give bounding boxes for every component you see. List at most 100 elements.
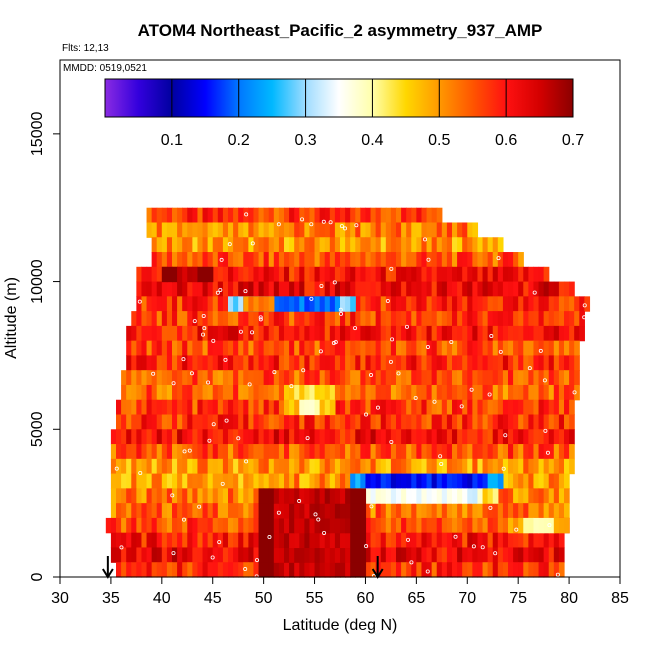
heatmap-cell <box>187 311 193 327</box>
heatmap-cell <box>497 503 504 519</box>
heatmap-cell <box>248 384 255 401</box>
heatmap-cell <box>253 429 260 445</box>
heatmap-cell <box>441 473 448 489</box>
heatmap-cell <box>518 517 524 534</box>
heatmap-cell <box>238 488 244 504</box>
heatmap-cell <box>197 384 204 401</box>
heatmap-cell <box>324 517 331 534</box>
heatmap-cell <box>284 311 290 327</box>
heatmap-cell <box>487 296 494 312</box>
heatmap-cell <box>406 414 412 430</box>
heatmap-cell <box>126 444 132 460</box>
heatmap-cell <box>156 488 163 504</box>
heatmap-cell <box>452 503 458 519</box>
heatmap-cell <box>462 296 468 312</box>
heatmap-cell <box>401 325 407 342</box>
heatmap-cell <box>304 414 311 430</box>
heatmap-cell <box>172 429 178 445</box>
heatmap-cell <box>263 237 270 253</box>
heatmap-cell <box>141 517 148 534</box>
heatmap-cell <box>294 340 300 357</box>
heatmap-cell <box>217 384 224 401</box>
heatmap-cell <box>497 237 504 253</box>
heatmap-cell <box>141 488 148 504</box>
heatmap-cell <box>314 296 321 312</box>
heatmap-cell <box>502 414 509 430</box>
heatmap-cell <box>329 562 336 578</box>
heatmap-cell <box>207 340 214 357</box>
heatmap-cell <box>365 325 372 342</box>
heatmap-cell <box>355 488 361 504</box>
sample-point <box>487 392 492 397</box>
heatmap-cell <box>299 266 305 283</box>
heatmap-cell <box>304 370 311 386</box>
sample-point <box>353 326 358 331</box>
heatmap-cell <box>452 340 458 357</box>
heatmap-cell <box>253 325 260 342</box>
heatmap-cell <box>396 384 402 401</box>
heatmap-cell <box>533 384 540 401</box>
x-tick-label: 85 <box>611 590 629 607</box>
heatmap-cell <box>172 266 178 283</box>
heatmap-cell <box>151 207 158 224</box>
heatmap-cell <box>177 340 183 357</box>
heatmap-cell <box>151 222 158 238</box>
heatmap-cell <box>452 296 458 312</box>
heatmap-cell <box>355 384 361 401</box>
heatmap-cell <box>370 207 377 224</box>
heatmap-cell <box>401 429 407 445</box>
sample-point <box>503 433 508 438</box>
heatmap-cell <box>182 340 188 357</box>
heatmap-cell <box>177 384 183 401</box>
heatmap-cell <box>446 266 453 283</box>
x-tick-label: 40 <box>153 590 171 607</box>
heatmap-cell <box>131 458 137 475</box>
heatmap-cell <box>355 547 361 563</box>
heatmap-cell <box>467 281 473 297</box>
heatmap-cell <box>416 444 423 460</box>
heatmap-cell <box>233 414 239 430</box>
heatmap-cell <box>558 517 565 534</box>
sample-point <box>319 283 324 288</box>
heatmap-cell <box>528 517 535 534</box>
heatmap-cell <box>324 547 331 563</box>
heatmap-cell <box>472 325 479 342</box>
heatmap-cell <box>324 503 331 519</box>
heatmap-cell <box>436 281 443 297</box>
sample-point <box>371 574 376 579</box>
heatmap-cell <box>345 266 351 283</box>
heatmap-cell <box>457 444 463 460</box>
heatmap-cell <box>406 429 412 445</box>
heatmap-cell <box>370 384 377 401</box>
heatmap-cell <box>477 473 484 489</box>
heatmap-cell <box>375 399 382 416</box>
heatmap-cell <box>319 488 326 504</box>
heatmap-cell <box>446 414 453 430</box>
heatmap-cell <box>564 517 570 534</box>
heatmap-cell <box>217 488 224 504</box>
heatmap-cell <box>390 473 397 489</box>
heatmap-cell <box>380 562 387 578</box>
heatmap-cell <box>182 281 188 297</box>
heatmap-cell <box>243 414 249 430</box>
heatmap-cell <box>492 296 499 312</box>
heatmap-cell <box>126 340 132 357</box>
heatmap-cell <box>146 311 153 327</box>
heatmap-cell <box>222 547 229 563</box>
heatmap-cell <box>207 207 214 224</box>
heatmap-cell <box>304 340 311 357</box>
heatmap-cell <box>192 207 199 224</box>
sample-point <box>238 329 243 334</box>
heatmap-cell <box>380 325 387 342</box>
heatmap-cell <box>217 252 224 268</box>
heatmap-cell <box>294 296 300 312</box>
heatmap-cell <box>467 473 473 489</box>
heatmap-cell <box>187 503 193 519</box>
heatmap-cell <box>553 399 560 416</box>
heatmap-cell <box>278 207 285 224</box>
heatmap-cell <box>314 547 321 563</box>
sample-point <box>223 357 228 362</box>
heatmap-cell <box>457 281 463 297</box>
heatmap-cell <box>446 517 453 534</box>
